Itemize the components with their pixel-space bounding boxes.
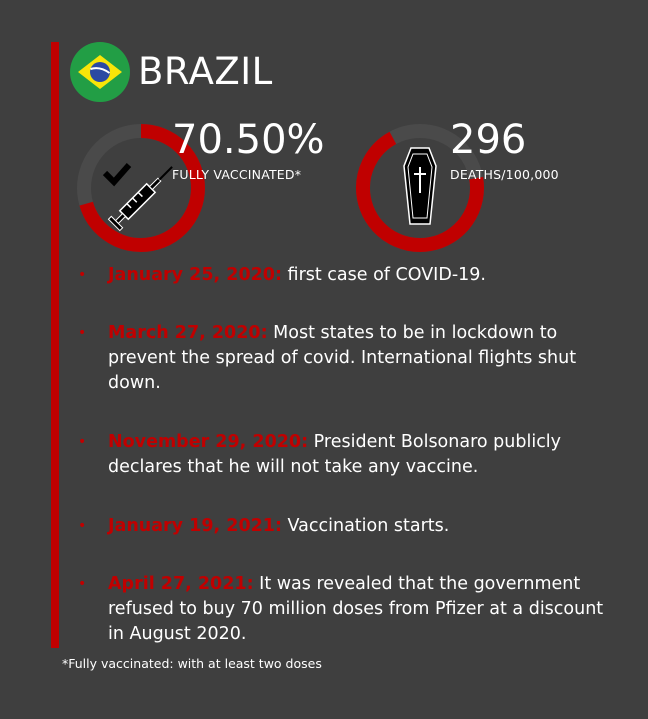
country-title: BRAZIL: [138, 50, 273, 93]
vaccinated-value: 70.50%: [172, 117, 325, 163]
timeline-date: January 19, 2021:: [108, 516, 282, 536]
timeline-date: March 27, 2020:: [108, 323, 268, 343]
timeline-date: January 25, 2020:: [108, 265, 282, 285]
vaccinated-label: FULLY VACCINATED*: [172, 167, 302, 182]
brazil-flag-icon: [70, 42, 130, 102]
timeline-date: April 27, 2021:: [108, 574, 254, 594]
bullet-icon: •: [78, 325, 87, 341]
footnote: *Fully vaccinated: with at least two dos…: [62, 656, 322, 671]
accent-bar: [51, 42, 59, 648]
timeline-text: Vaccination starts.: [281, 516, 450, 536]
timeline-text: first case of COVID-19.: [281, 265, 486, 285]
deaths-value: 296: [450, 117, 527, 163]
deaths-ring: [356, 124, 484, 252]
bullet-icon: •: [78, 518, 87, 534]
timeline-text: President Bolsonaro publicly declares th…: [108, 432, 562, 477]
vaccination-progress-arc: [77, 124, 205, 252]
bullet-icon: •: [78, 267, 87, 283]
timeline-text: It was revealed that the government refu…: [108, 574, 604, 644]
bullet-icon: •: [78, 576, 87, 592]
bullet-icon: •: [78, 434, 87, 450]
vaccination-ring: [77, 124, 205, 252]
timeline-text: Most states to be in lockdown to prevent…: [108, 323, 577, 393]
timeline-date: November 29, 2020:: [108, 432, 309, 452]
coffin-icon: [403, 147, 437, 225]
syringe-check-icon: [102, 163, 173, 232]
deaths-label: DEATHS/100,000: [450, 167, 559, 182]
